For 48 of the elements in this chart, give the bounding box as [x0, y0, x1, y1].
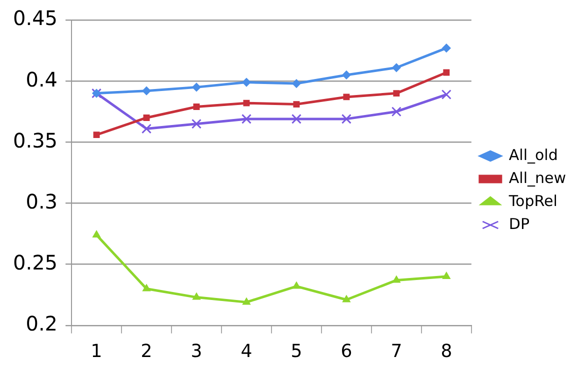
point	[441, 90, 452, 100]
point	[142, 86, 151, 96]
point	[291, 114, 302, 124]
point	[442, 272, 450, 280]
point	[342, 295, 350, 302]
y-tick-label: 0.35	[13, 128, 58, 152]
point	[192, 118, 202, 129]
point	[242, 78, 251, 87]
point	[343, 94, 350, 100]
point	[293, 101, 300, 108]
point	[442, 44, 451, 52]
point	[392, 63, 401, 72]
y-tick-label: 0.25	[13, 250, 58, 275]
point	[92, 230, 100, 238]
point	[192, 293, 200, 300]
x-tick-label: 7	[390, 340, 402, 362]
x-tick-label: 2	[140, 340, 152, 362]
x-tick-label: 5	[290, 340, 302, 362]
y-tick-label: 0.4	[26, 67, 58, 92]
point	[292, 79, 301, 88]
point	[342, 70, 351, 80]
point	[443, 69, 450, 76]
point	[241, 114, 252, 124]
x-tick-label: 3	[190, 340, 202, 362]
point	[93, 132, 100, 138]
point	[193, 104, 200, 110]
point	[243, 100, 250, 106]
point	[391, 106, 402, 117]
legend-label: All_old	[508, 146, 558, 164]
point	[142, 124, 152, 134]
point	[341, 114, 352, 124]
y-tick-label: 0.2	[26, 312, 58, 336]
point	[143, 114, 150, 121]
y-tick-label: 0.45	[13, 6, 58, 30]
legend-label: DP	[508, 214, 530, 233]
point	[192, 82, 201, 92]
y-tick-label: 0.3	[26, 189, 58, 214]
legend-label: All_new	[508, 168, 566, 187]
point	[393, 90, 400, 97]
x-tick-label: 6	[340, 340, 352, 362]
point	[142, 284, 150, 292]
point	[392, 276, 400, 283]
legend-label: TopRel	[508, 192, 558, 210]
point	[292, 282, 300, 289]
x-tick-label: 1	[90, 340, 102, 362]
x-tick-label: 4	[240, 340, 252, 362]
point	[242, 298, 250, 305]
x-tick-label: 8	[440, 340, 452, 362]
